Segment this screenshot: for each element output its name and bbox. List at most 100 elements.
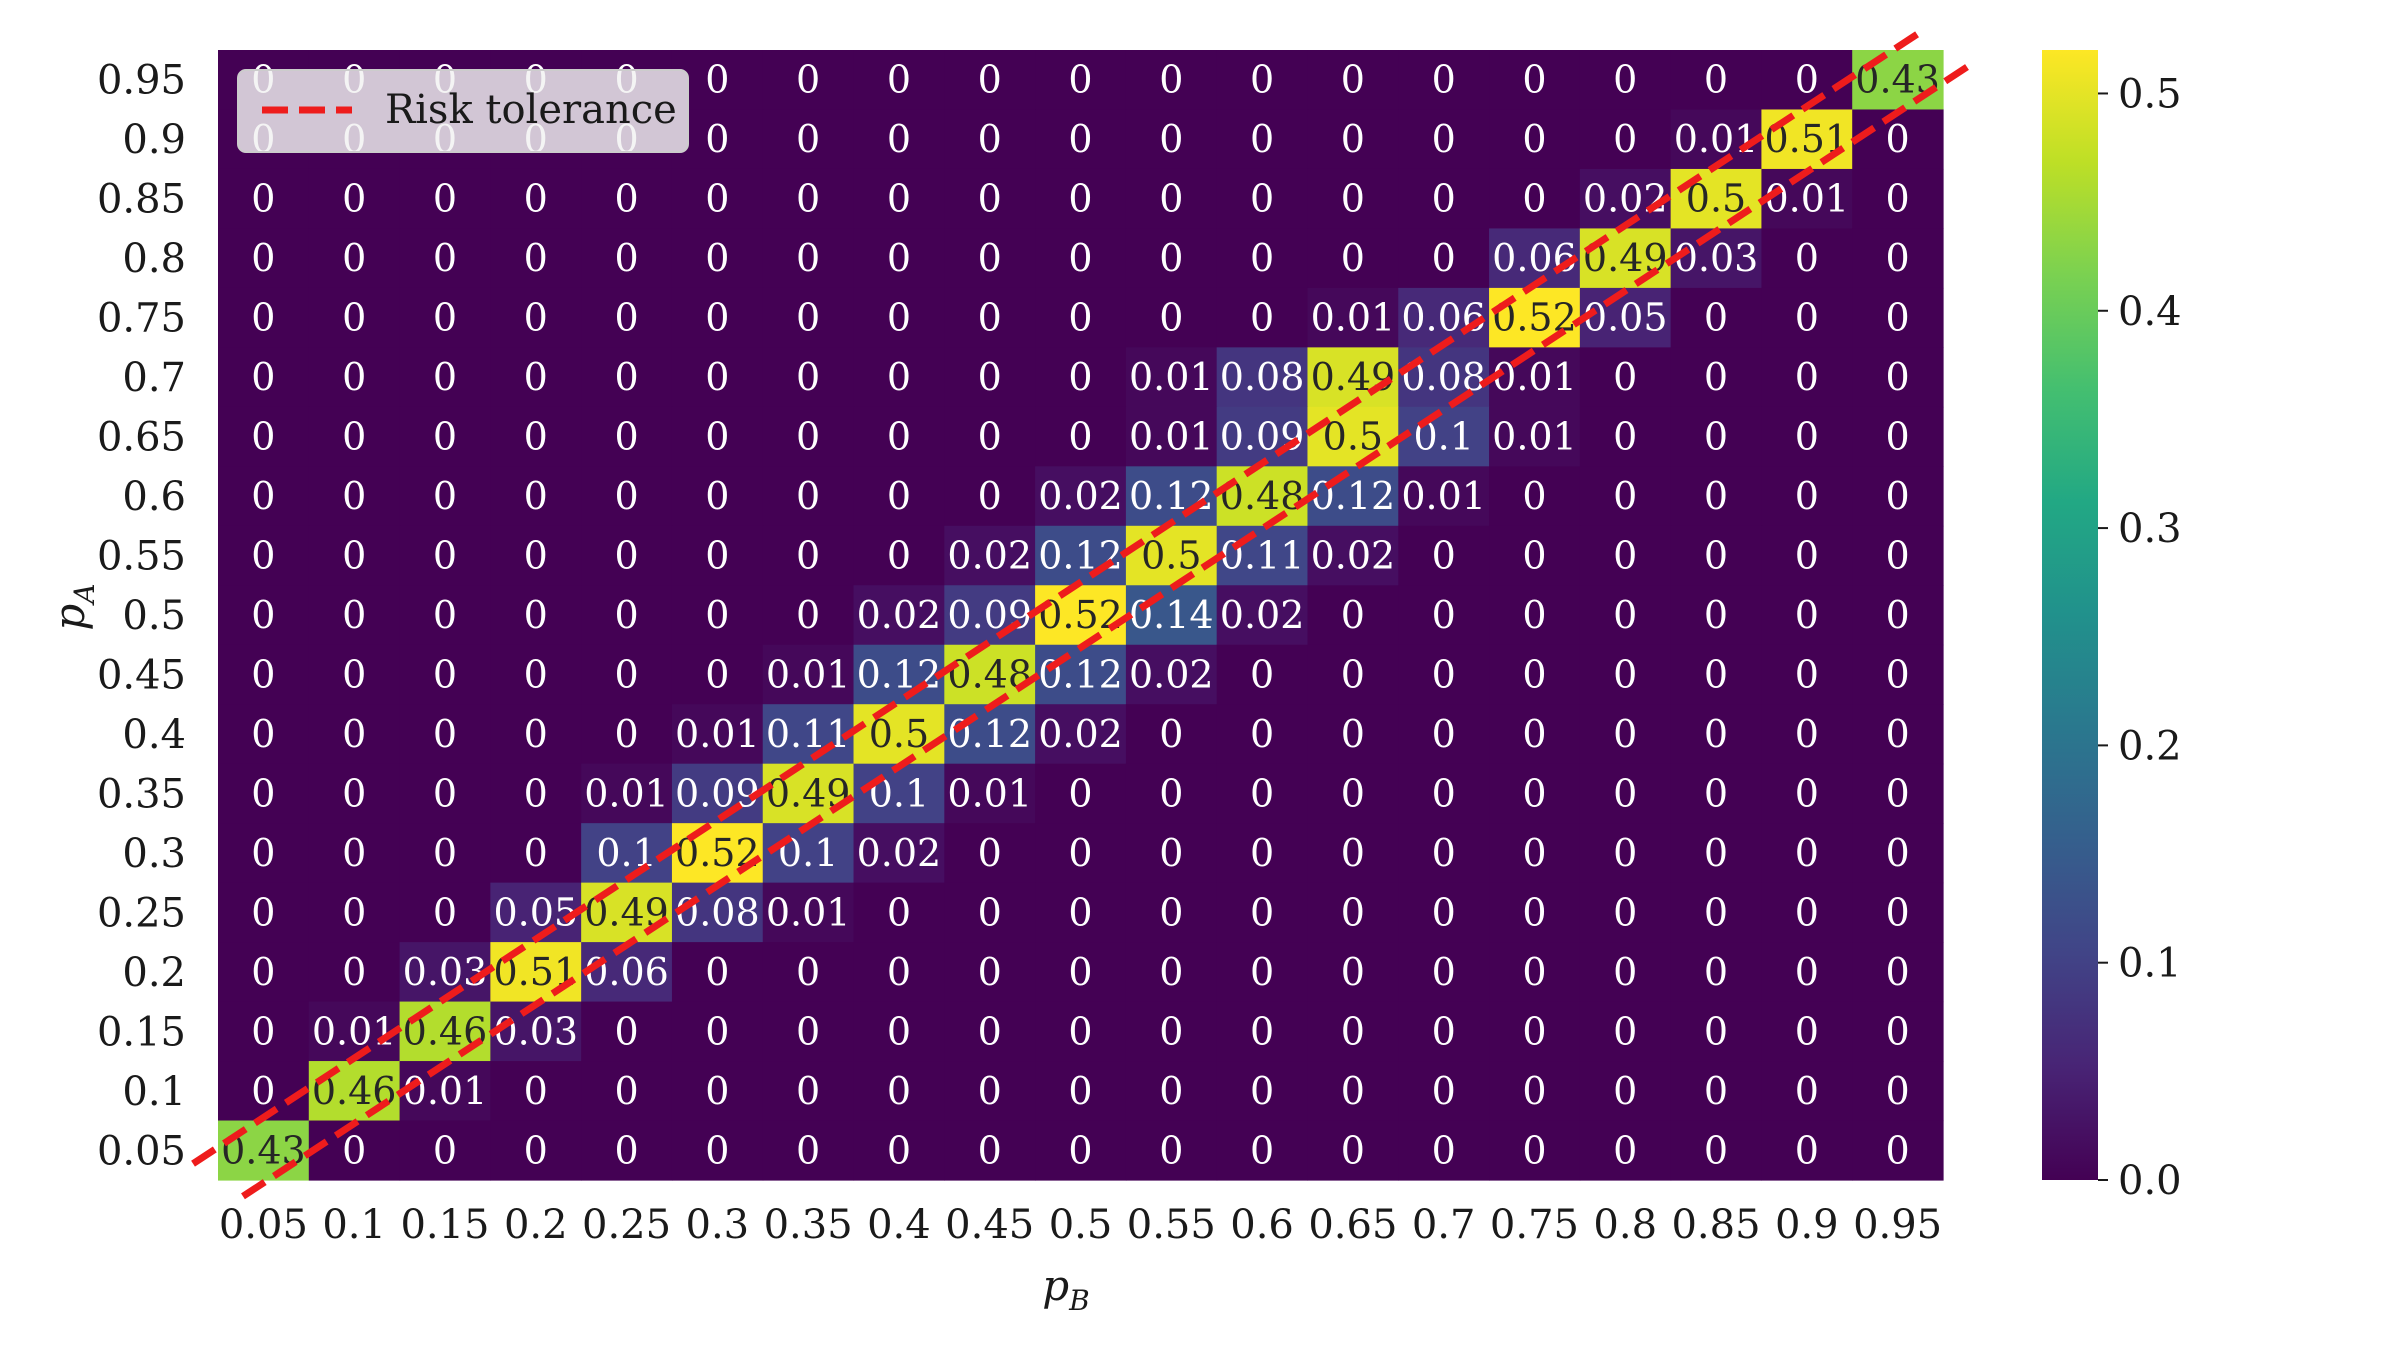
- heatmap-cell-label: 0: [614, 236, 638, 280]
- heatmap-cell: [1670, 1061, 1763, 1122]
- heatmap-cell: [1125, 406, 1218, 467]
- heatmap-cell: [1852, 704, 1944, 765]
- heatmap-cell-label: 0: [1522, 58, 1546, 102]
- heatmap-cell: [490, 704, 582, 765]
- heatmap-cell-label: 0: [978, 296, 1002, 340]
- heatmap-cell: [308, 1001, 401, 1062]
- y-tick-label: 0.6: [122, 474, 186, 520]
- heatmap-cell: [762, 168, 855, 230]
- heatmap-cell: [581, 1001, 673, 1062]
- heatmap-cell: [1035, 228, 1127, 289]
- heatmap-cell: [762, 406, 855, 467]
- heatmap-cell-label: 0.08: [1220, 355, 1305, 399]
- heatmap-cell-label: 0: [796, 474, 820, 518]
- heatmap-cell: [671, 347, 764, 408]
- x-tick-label: 0.15: [400, 1202, 489, 1248]
- heatmap-cell: [1125, 50, 1218, 111]
- x-tick-label: 0.55: [1127, 1202, 1216, 1248]
- heatmap-cell-label: 0: [978, 831, 1002, 875]
- colorbar-tick-label: 0.0: [2118, 1158, 2182, 1204]
- heatmap-cell: [1489, 50, 1581, 111]
- heatmap-cell: [1035, 287, 1127, 348]
- heatmap-cell: [399, 466, 491, 527]
- heatmap-cell: [218, 763, 310, 824]
- heatmap-cell: [1216, 763, 1309, 824]
- heatmap-cell: [1579, 228, 1672, 289]
- heatmap-cell: [1852, 763, 1944, 824]
- heatmap-cell-label: 0: [1341, 890, 1365, 934]
- heatmap-cell-label: 0: [1068, 890, 1092, 934]
- heatmap-cell: [1489, 942, 1581, 1003]
- heatmap-cell-label: 0.5: [1141, 534, 1201, 578]
- heatmap-cell: [218, 1061, 310, 1122]
- heatmap-cell: [1761, 585, 1853, 646]
- heatmap-cell: [1670, 763, 1763, 824]
- heatmap-cell-label: 0: [433, 236, 457, 280]
- heatmap-cell: [944, 763, 1036, 824]
- heatmap-cell-label: 0: [251, 474, 275, 518]
- heatmap-cell: [490, 1061, 582, 1122]
- heatmap-cell: [1307, 50, 1399, 111]
- heatmap-cell-label: 0: [1432, 652, 1456, 696]
- heatmap-cell-label: 0: [1250, 296, 1274, 340]
- heatmap-cell: [1852, 228, 1944, 289]
- heatmap-cell-label: 0: [1432, 1069, 1456, 1113]
- heatmap-cell: [1761, 466, 1853, 527]
- heatmap-cell: [762, 585, 855, 646]
- heatmap-cell: [1670, 406, 1763, 467]
- heatmap-cell-label: 0: [705, 534, 729, 578]
- heatmap-cell-label: 0: [978, 355, 1002, 399]
- heatmap-cell-label: 0: [1795, 831, 1819, 875]
- heatmap-cell: [1761, 763, 1853, 824]
- heatmap-cell-label: 0: [1159, 177, 1183, 221]
- heatmap-cell-label: 0: [1159, 236, 1183, 280]
- heatmap-cell: [1216, 50, 1309, 111]
- heatmap-cell: [1398, 882, 1490, 943]
- heatmap-cell-label: 0: [614, 355, 638, 399]
- heatmap-cell: [1761, 1001, 1853, 1062]
- heatmap-cell-label: 0: [342, 236, 366, 280]
- heatmap-cell: [944, 882, 1036, 943]
- heatmap-cell: [1489, 644, 1581, 705]
- heatmap-cell: [671, 1120, 764, 1181]
- heatmap-cell-label: 0: [978, 415, 1002, 459]
- heatmap-cell-label: 0: [1068, 1069, 1092, 1113]
- heatmap-cell: [1579, 704, 1672, 765]
- heatmap-cell-label: 0: [1250, 1128, 1274, 1172]
- heatmap-cell: [1489, 168, 1581, 230]
- heatmap-cell-label: 0: [887, 890, 911, 934]
- heatmap-cell-label: 0: [1704, 355, 1728, 399]
- heatmap-cell: [1579, 763, 1672, 824]
- heatmap-cell-label: 0: [614, 177, 638, 221]
- heatmap-cell: [490, 823, 582, 884]
- heatmap-cell: [399, 823, 491, 884]
- heatmap-cell-label: 0: [1432, 177, 1456, 221]
- heatmap-cell: [1761, 168, 1853, 230]
- heatmap-cell: [1398, 347, 1490, 408]
- legend-label: Risk tolerance: [385, 87, 677, 133]
- heatmap-cell: [1307, 942, 1399, 1003]
- heatmap-cell: [1579, 168, 1672, 230]
- heatmap-cell-label: 0: [251, 1009, 275, 1053]
- heatmap-cell-label: 0: [614, 1128, 638, 1172]
- heatmap-cell-label: 0: [796, 593, 820, 637]
- heatmap-cell: [1035, 585, 1127, 646]
- heatmap-cell-label: 0.02: [857, 831, 942, 875]
- heatmap-cell: [1852, 1120, 1944, 1181]
- heatmap-cell: [218, 466, 310, 527]
- heatmap-cell-label: 0: [705, 117, 729, 161]
- heatmap-cell-label: 0: [978, 117, 1002, 161]
- heatmap-cell-label: 0: [1341, 1009, 1365, 1053]
- heatmap-cell-label: 0: [1250, 771, 1274, 815]
- heatmap-cell-label: 0: [342, 652, 366, 696]
- heatmap-cell-label: 0: [342, 831, 366, 875]
- heatmap-cell: [1307, 763, 1399, 824]
- heatmap-cell: [399, 347, 491, 408]
- heatmap-cell-label: 0: [705, 1069, 729, 1113]
- heatmap-cell: [490, 644, 582, 705]
- heatmap-cell: [853, 406, 945, 467]
- heatmap-cell: [1579, 525, 1672, 586]
- heatmap-cell: [581, 763, 673, 824]
- heatmap-cell-label: 0.03: [1674, 236, 1759, 280]
- heatmap-cell-label: 0: [887, 58, 911, 102]
